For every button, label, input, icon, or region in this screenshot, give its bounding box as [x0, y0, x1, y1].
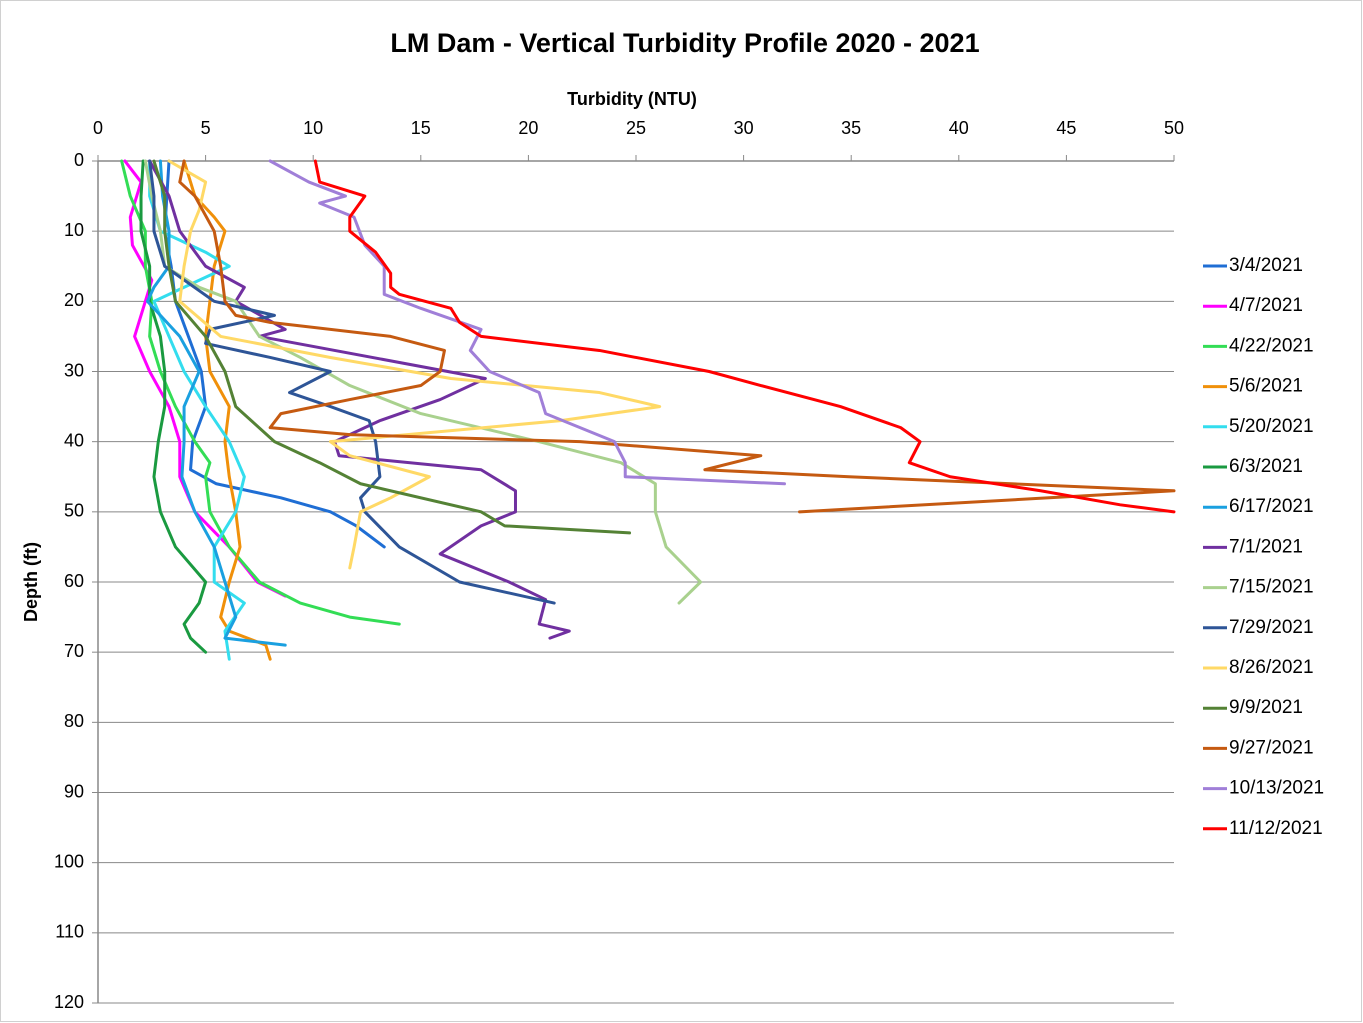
y-tick-label: 120: [54, 992, 84, 1012]
y-tick-label: 10: [64, 220, 84, 240]
x-axis-title: Turbidity (NTU): [567, 89, 697, 109]
legend-label: 3/4/2021: [1229, 255, 1303, 276]
y-tick-label: 60: [64, 571, 84, 591]
legend-label: 6/3/2021: [1229, 456, 1303, 477]
series-line: [167, 159, 662, 570]
x-tick-label: 15: [411, 118, 431, 138]
y-tick-label: 70: [64, 641, 84, 661]
series-line: [148, 159, 246, 661]
x-tick-label: 40: [949, 118, 969, 138]
legend-label: 8/26/2021: [1229, 657, 1314, 678]
y-tick-label: 50: [64, 501, 84, 521]
x-tick-label: 30: [734, 118, 754, 138]
legend-label: 5/20/2021: [1229, 416, 1314, 437]
legend-label: 11/12/2021: [1229, 818, 1323, 839]
y-tick-label: 30: [64, 360, 84, 380]
y-tick-label: 100: [54, 851, 84, 871]
y-tick-label: 0: [74, 150, 84, 170]
legend-label: 4/22/2021: [1229, 335, 1314, 356]
legend-label: 6/17/2021: [1229, 496, 1314, 517]
x-tick-label: 20: [518, 118, 538, 138]
legend-label: 9/27/2021: [1229, 737, 1314, 758]
series-line: [152, 159, 632, 535]
legend-label: 4/7/2021: [1229, 295, 1303, 316]
x-tick-label: 25: [626, 118, 646, 138]
legend-label: 7/1/2021: [1229, 536, 1303, 557]
series-line: [268, 159, 786, 486]
y-tick-label: 90: [64, 781, 84, 801]
y-axis-title: Depth (ft): [21, 542, 41, 622]
x-tick-label: 35: [841, 118, 861, 138]
legend-label: 9/9/2021: [1229, 697, 1303, 718]
legend-label: 7/15/2021: [1229, 577, 1314, 598]
y-tick-label: 20: [64, 290, 84, 310]
series-line: [143, 159, 703, 605]
y-tick-label: 110: [55, 922, 84, 942]
x-tick-label: 0: [93, 118, 103, 138]
y-tick-label: 40: [64, 430, 84, 450]
x-tick-label: 45: [1056, 118, 1076, 138]
series-line: [313, 159, 1176, 514]
y-tick-label: 80: [64, 711, 84, 731]
x-tick-label: 10: [303, 118, 323, 138]
x-tick-label: 50: [1164, 118, 1184, 138]
legend-label: 7/29/2021: [1229, 617, 1314, 638]
legend-label: 10/13/2021: [1229, 778, 1324, 799]
chart-title: LM Dam - Vertical Turbidity Profile 2020…: [390, 28, 979, 58]
series-line: [139, 159, 208, 654]
series-line: [182, 159, 272, 661]
x-tick-label: 5: [201, 118, 211, 138]
series-line: [123, 159, 287, 598]
legend-label: 5/6/2021: [1229, 376, 1303, 397]
series-line: [178, 159, 1176, 514]
